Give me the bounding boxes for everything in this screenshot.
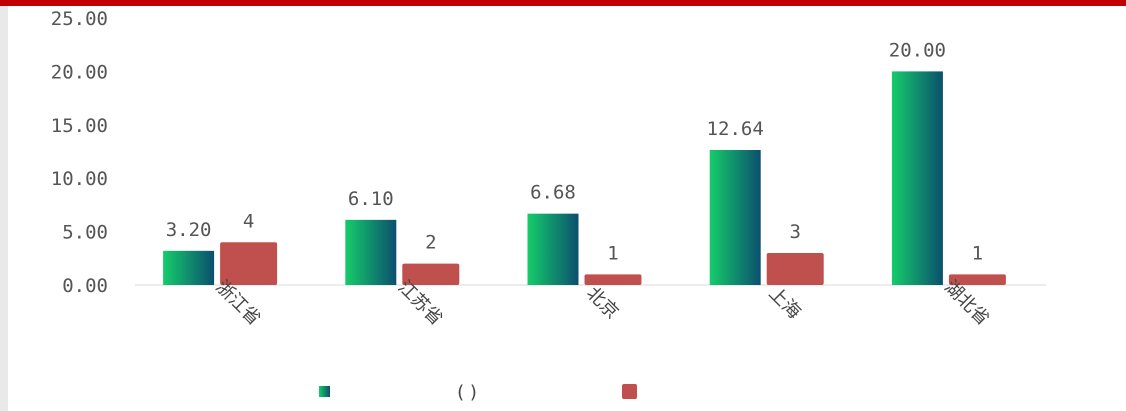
data-label-series-2: 3 <box>789 221 800 243</box>
y-tick-label: 10.00 <box>51 168 108 190</box>
bar-series-1 <box>528 214 579 285</box>
bar-series-1 <box>710 150 761 285</box>
data-label-series-1: 3.20 <box>166 219 212 241</box>
y-tick-label: 0.00 <box>62 275 108 297</box>
data-label-series-2: 2 <box>425 232 436 254</box>
data-label-series-1: 6.10 <box>348 188 394 210</box>
bar-series-1 <box>345 220 396 285</box>
y-tick-label: 25.00 <box>51 8 108 30</box>
bar-series-1 <box>163 251 214 285</box>
data-label-series-1: 20.00 <box>889 39 946 61</box>
bar-series-2 <box>767 253 824 285</box>
legend-label-series-1: ( ) <box>457 382 477 403</box>
bar-series-2 <box>585 274 642 285</box>
category-label: 上海 <box>764 283 804 323</box>
data-label-series-1: 12.64 <box>707 118 764 140</box>
y-tick-label: 15.00 <box>51 115 108 137</box>
legend-swatch-series-1 <box>319 386 330 397</box>
bar-series-1 <box>892 71 943 285</box>
data-label-series-2: 1 <box>972 242 983 264</box>
data-label-series-2: 1 <box>607 242 618 264</box>
y-tick-label: 20.00 <box>51 61 108 83</box>
data-label-series-1: 6.68 <box>530 182 576 204</box>
legend-swatch-series-2 <box>622 384 637 399</box>
y-tick-label: 5.00 <box>62 222 108 244</box>
data-label-series-2: 4 <box>243 210 254 232</box>
category-label: 北京 <box>582 283 622 323</box>
